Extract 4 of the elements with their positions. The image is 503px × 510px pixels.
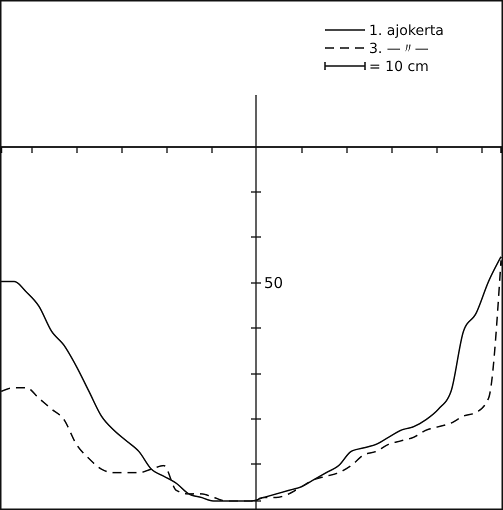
text: = 10 cm bbox=[369, 59, 429, 75]
annotation: 50 bbox=[264, 274, 284, 292]
legend-label: 3. —〃— bbox=[369, 41, 429, 57]
legend-label: 1. ajokerta bbox=[369, 23, 444, 39]
